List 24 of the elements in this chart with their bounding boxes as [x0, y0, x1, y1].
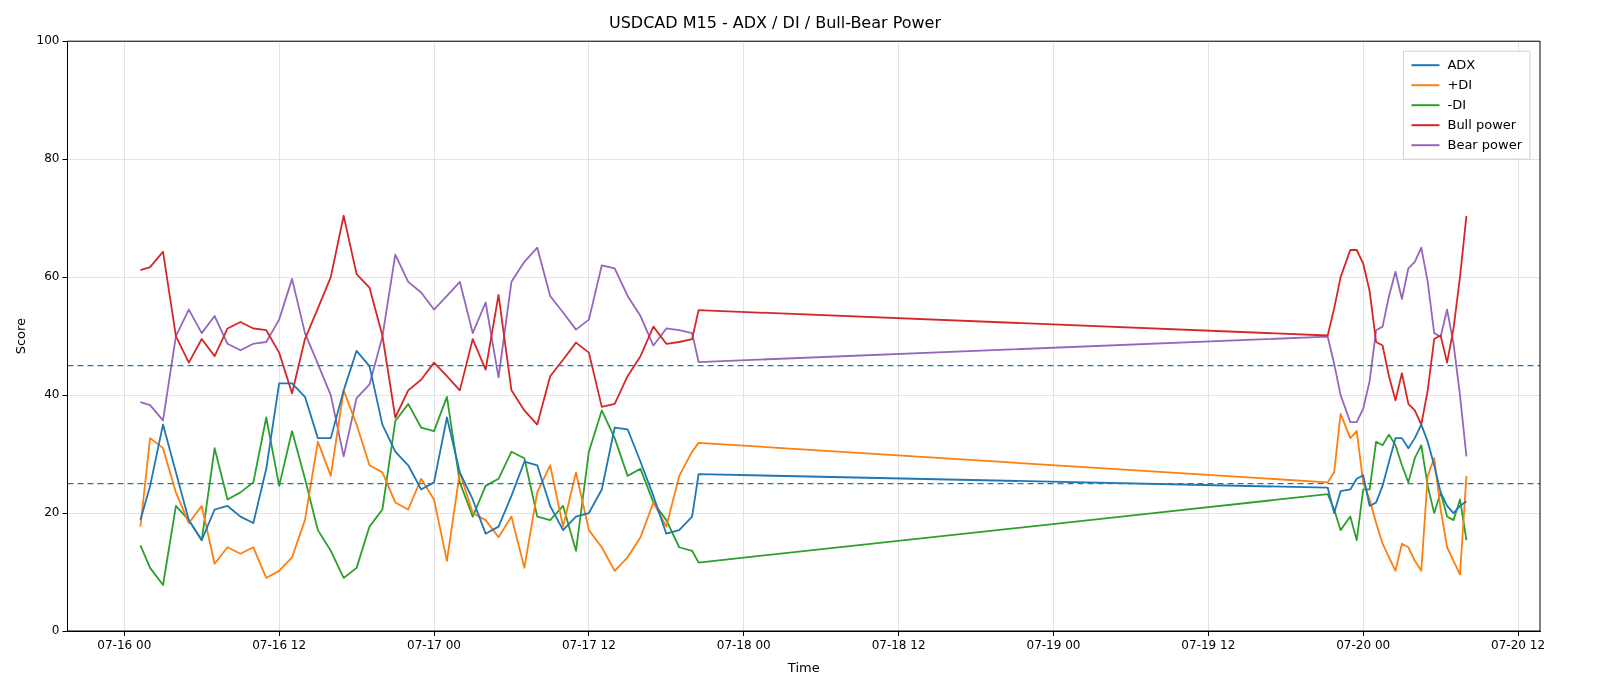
x-tick-label: 07-16 00 — [97, 638, 152, 653]
y-axis-title: Score — [13, 317, 29, 355]
y-tick-label: 60 — [44, 269, 60, 284]
x-tick-label: 07-18 00 — [716, 638, 771, 653]
legend-label: ADX — [1447, 56, 1476, 72]
legend-label: Bull power — [1447, 116, 1517, 132]
y-tick-label: 0 — [51, 623, 60, 638]
x-tick-label: 07-20 12 — [1491, 638, 1546, 653]
x-tick-label: 07-19 00 — [1026, 638, 1081, 653]
y-tick-label: 20 — [44, 505, 60, 520]
x-tick-label: 07-20 00 — [1336, 638, 1391, 653]
legend-label: +DI — [1447, 76, 1473, 92]
x-tick-label: 07-19 12 — [1181, 638, 1236, 653]
x-tick-label: 07-18 12 — [871, 638, 926, 653]
legend-label: -DI — [1447, 96, 1467, 112]
y-tick-label: 40 — [44, 387, 60, 402]
legend-label: Bear power — [1447, 136, 1523, 152]
y-tick-label: 80 — [44, 151, 60, 166]
x-tick-label: 07-16 12 — [252, 638, 307, 653]
x-tick-label: 07-17 12 — [561, 638, 616, 653]
chart-title: USDCAD M15 - ADX / DI / Bull-Bear Power — [608, 12, 942, 32]
x-axis-title: Time — [786, 659, 820, 675]
x-tick-label: 07-17 00 — [407, 638, 461, 653]
y-tick-label: 100 — [36, 33, 60, 48]
